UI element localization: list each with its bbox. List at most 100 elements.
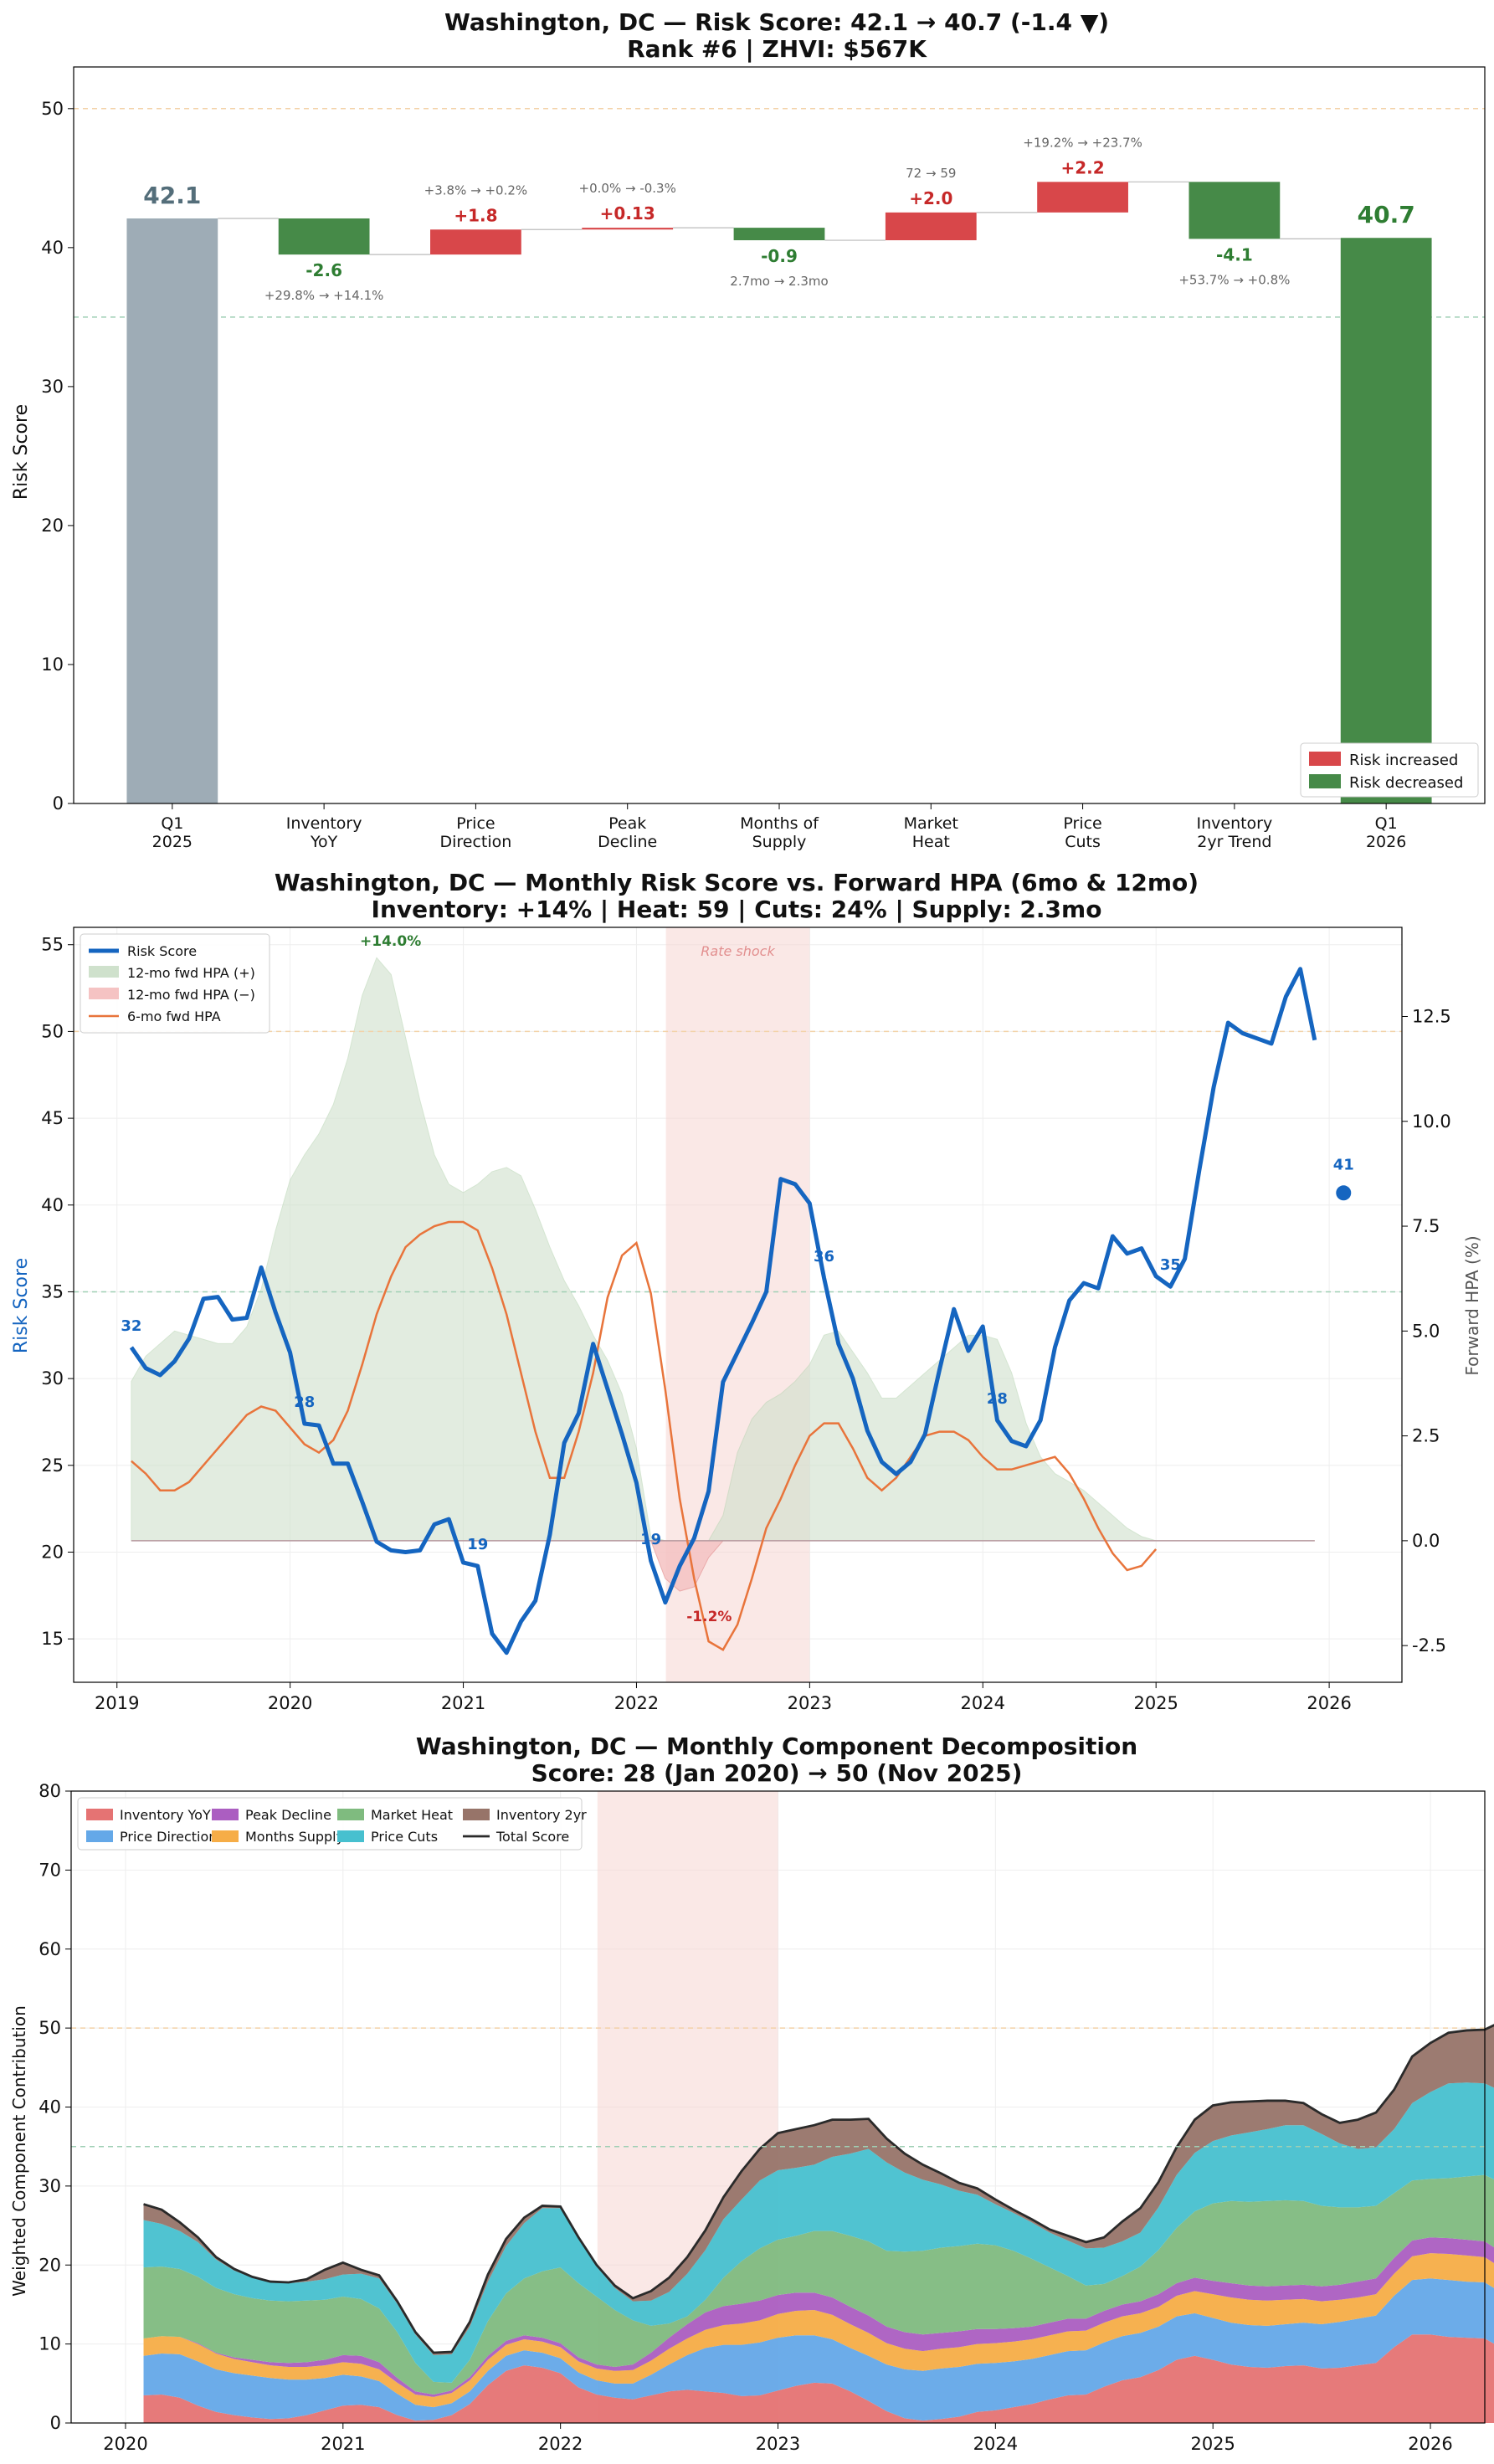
risk-hpa-x-tick-label: 2026 (1307, 1693, 1351, 1713)
waterfall-legend (1300, 742, 1479, 798)
decomposition-legend-label: Months Supply (245, 1829, 344, 1845)
decomposition-legend-swatch (86, 1809, 113, 1820)
waterfall-title-line2: Rank #6 | ZHVI: $567K (627, 35, 927, 63)
waterfall-x-label: Months of (740, 814, 819, 833)
decomposition-area-inventory-yoy (143, 2334, 1494, 2423)
waterfall-bar-note: +29.8% → +14.1% (264, 288, 384, 303)
waterfall-y-axis-label: Risk Score (11, 404, 32, 500)
waterfall-legend-label: Risk increased (1349, 752, 1458, 769)
risk-score-annotation: 28 (294, 1394, 315, 1411)
waterfall-title-line1: Washington, DC — Risk Score: 42.1 → 40.7… (444, 8, 1109, 36)
decomposition-y-tick-label: 30 (39, 2176, 61, 2196)
waterfall-x-label: Supply (752, 833, 807, 851)
decomposition-x-tick-label: 2020 (103, 2434, 147, 2454)
decomposition-y-tick-label: 0 (50, 2413, 61, 2433)
risk-hpa-y-tick-label: 25 (41, 1455, 64, 1476)
risk-hpa-x-tick-label: 2023 (788, 1693, 832, 1713)
decomposition-legend-label: Price Direction (120, 1829, 217, 1845)
waterfall-x-label: Price (456, 814, 495, 833)
decomposition-x-tick-label: 2024 (973, 2434, 1018, 2454)
risk-hpa-x-tick-label: 2024 (961, 1693, 1005, 1713)
decomposition-y-axis-label: Weighted Component Contribution (9, 2005, 29, 2297)
risk-hpa-right-axis-label: Forward HPA (%) (1462, 1235, 1482, 1375)
waterfall-chart: Washington, DC — Risk Score: 42.1 → 40.7… (11, 8, 1486, 851)
risk-hpa-right-tick-label: 0.0 (1412, 1531, 1440, 1551)
decomposition-x-tick-label: 2023 (756, 2434, 800, 2454)
waterfall-bar-note: 2.7mo → 2.3mo (730, 274, 828, 289)
waterfall-bar-label: -0.9 (761, 246, 798, 266)
risk-hpa-x-tick-label: 2025 (1133, 1693, 1178, 1713)
risk-hpa-y-tick-label: 30 (41, 1368, 64, 1389)
risk-hpa-y-tick-label: 20 (41, 1542, 64, 1562)
risk-hpa-y-tick-label: 45 (41, 1108, 64, 1128)
waterfall-bar-label: +2.2 (1060, 157, 1104, 177)
waterfall-bar-label: +1.8 (454, 205, 497, 225)
risk-hpa-legend-swatch (89, 966, 119, 978)
waterfall-bar-step (885, 212, 977, 241)
risk-hpa-right-tick-label: 7.5 (1412, 1216, 1440, 1236)
waterfall-bar-label: -4.1 (1216, 244, 1253, 264)
decomposition-legend-swatch (212, 1809, 239, 1820)
waterfall-x-label: Inventory (286, 814, 362, 833)
risk-score-annotation: 19 (640, 1531, 661, 1548)
risk-hpa-legend-label: 6-mo fwd HPA (127, 1009, 221, 1024)
decomposition-axes-frame (70, 1790, 1486, 2424)
decomposition-legend-swatch (337, 1830, 364, 1842)
waterfall-x-label: Inventory (1196, 814, 1272, 833)
waterfall-bar-label: +2.0 (909, 188, 952, 208)
waterfall-bar-label: 42.1 (143, 182, 201, 209)
decomposition-chart: Washington, DC — Monthly Component Decom… (9, 1732, 1494, 2454)
risk-hpa-chart: Washington, DC — Monthly Risk Score vs. … (11, 869, 1482, 1713)
decomposition-legend-swatch (86, 1830, 113, 1842)
risk-hpa-axes-frame (73, 927, 1403, 1683)
waterfall-x-label: 2026 (1366, 833, 1406, 851)
risk-score-annotation: 35 (1160, 1256, 1181, 1274)
hpa6-line (131, 1220, 1158, 1651)
waterfall-bar-note: +3.8% → +0.2% (424, 182, 527, 198)
risk-hpa-legend (80, 933, 270, 1034)
risk-hpa-x-tick-label: 2022 (614, 1693, 659, 1713)
risk-hpa-legend-swatch (89, 988, 119, 999)
waterfall-x-label: Heat (912, 833, 950, 851)
waterfall-bar-end (1340, 238, 1432, 803)
risk-hpa-x-tick-label: 2021 (441, 1693, 485, 1713)
decomposition-y-tick-label: 20 (39, 2255, 61, 2275)
risk-score-annotation: 19 (467, 1536, 488, 1553)
waterfall-x-label: Price (1063, 814, 1101, 833)
risk-hpa-rate-shock-label: Rate shock (701, 943, 775, 959)
waterfall-bar-note: 72 → 59 (906, 166, 956, 181)
risk-hpa-right-tick-label: 2.5 (1412, 1426, 1440, 1446)
waterfall-x-label: Q1 (161, 814, 183, 833)
hpa12-max-label: +14.0% (360, 933, 421, 950)
risk-hpa-y-tick-label: 15 (41, 1629, 64, 1649)
risk-hpa-legend-label: 12-mo fwd HPA (+) (127, 965, 255, 981)
risk-hpa-x-tick-label: 2020 (268, 1693, 312, 1713)
waterfall-x-label: Market (904, 814, 958, 833)
risk-hpa-right-tick-label: -2.5 (1412, 1635, 1446, 1656)
waterfall-y-tick-label: 30 (41, 377, 64, 397)
risk-score-annotation: 32 (121, 1317, 141, 1335)
waterfall-x-label: Direction (439, 833, 511, 851)
waterfall-x-label: Decline (598, 833, 657, 851)
risk-score-annotation: 28 (987, 1390, 1008, 1408)
waterfall-x-label: 2025 (152, 833, 193, 851)
decomposition-x-tick-label: 2021 (321, 2434, 365, 2454)
waterfall-x-label: Q1 (1375, 814, 1398, 833)
risk-hpa-legend-label: Risk Score (127, 943, 197, 959)
risk-hpa-x-tick-label: 2019 (95, 1693, 139, 1713)
risk-hpa-right-tick-label: 10.0 (1412, 1111, 1451, 1132)
risk-score-annotation: 36 (814, 1248, 834, 1265)
risk-score-current-label: 41 (1333, 1156, 1354, 1173)
hpa12-min-label: -1.2% (686, 1609, 732, 1625)
decomposition-total-line (143, 2024, 1494, 2354)
decomposition-legend-swatch (337, 1809, 364, 1820)
waterfall-x-label: Peak (608, 814, 646, 833)
decomposition-legend-label: Total Score (495, 1829, 569, 1845)
waterfall-bar-note: +19.2% → +23.7% (1023, 135, 1142, 150)
waterfall-bar-note: +0.0% → -0.3% (579, 181, 676, 196)
decomposition-legend-label: Peak Decline (245, 1807, 331, 1823)
waterfall-legend-label: Risk decreased (1349, 774, 1463, 792)
decomposition-area-months-supply (143, 2253, 1494, 2408)
decomposition-y-tick-label: 80 (39, 1781, 61, 1801)
decomposition-y-tick-label: 10 (39, 2334, 61, 2354)
